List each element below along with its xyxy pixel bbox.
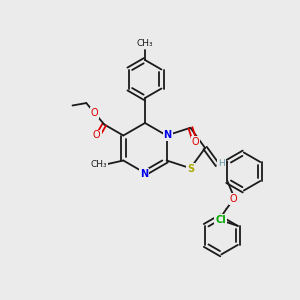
Text: N: N — [140, 169, 148, 179]
Text: Cl: Cl — [215, 215, 226, 225]
Text: O: O — [91, 108, 98, 118]
Text: H: H — [218, 159, 225, 168]
Text: CH₃: CH₃ — [137, 40, 153, 49]
Text: O: O — [93, 130, 100, 140]
Text: S: S — [187, 164, 194, 174]
Text: CH₃: CH₃ — [90, 160, 107, 169]
Text: O: O — [230, 194, 237, 204]
Text: N: N — [164, 130, 172, 140]
Text: O: O — [192, 137, 199, 147]
